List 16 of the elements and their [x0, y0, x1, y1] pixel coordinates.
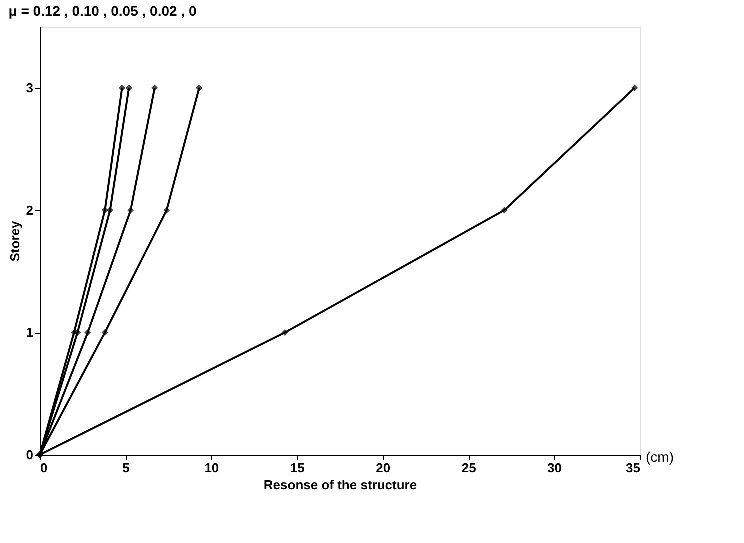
x-tick-label: 5 [122, 460, 130, 476]
x-tick-label: 0 [40, 460, 48, 476]
y-tick-label: 2 [26, 202, 34, 218]
text: (cm) [646, 449, 674, 465]
x-tick-label: 35 [626, 460, 640, 476]
y-axis-title: Storey [7, 220, 22, 262]
y-tick-label: 3 [26, 80, 34, 96]
chart-title: μ = 0.12 , 0.10 , 0.05 , 0.02 , 0 [8, 3, 197, 19]
x-tick-label: 10 [204, 460, 220, 476]
x-tick-label: 20 [376, 460, 391, 476]
x-axis-title: Resonse of the structure [264, 478, 418, 492]
y-tick-label: 0 [26, 448, 34, 462]
y-tick-label: 1 [26, 325, 34, 340]
x-tick-label: 30 [548, 460, 562, 476]
x-tick-label: 25 [462, 460, 476, 476]
x-tick-label: 15 [290, 460, 305, 476]
